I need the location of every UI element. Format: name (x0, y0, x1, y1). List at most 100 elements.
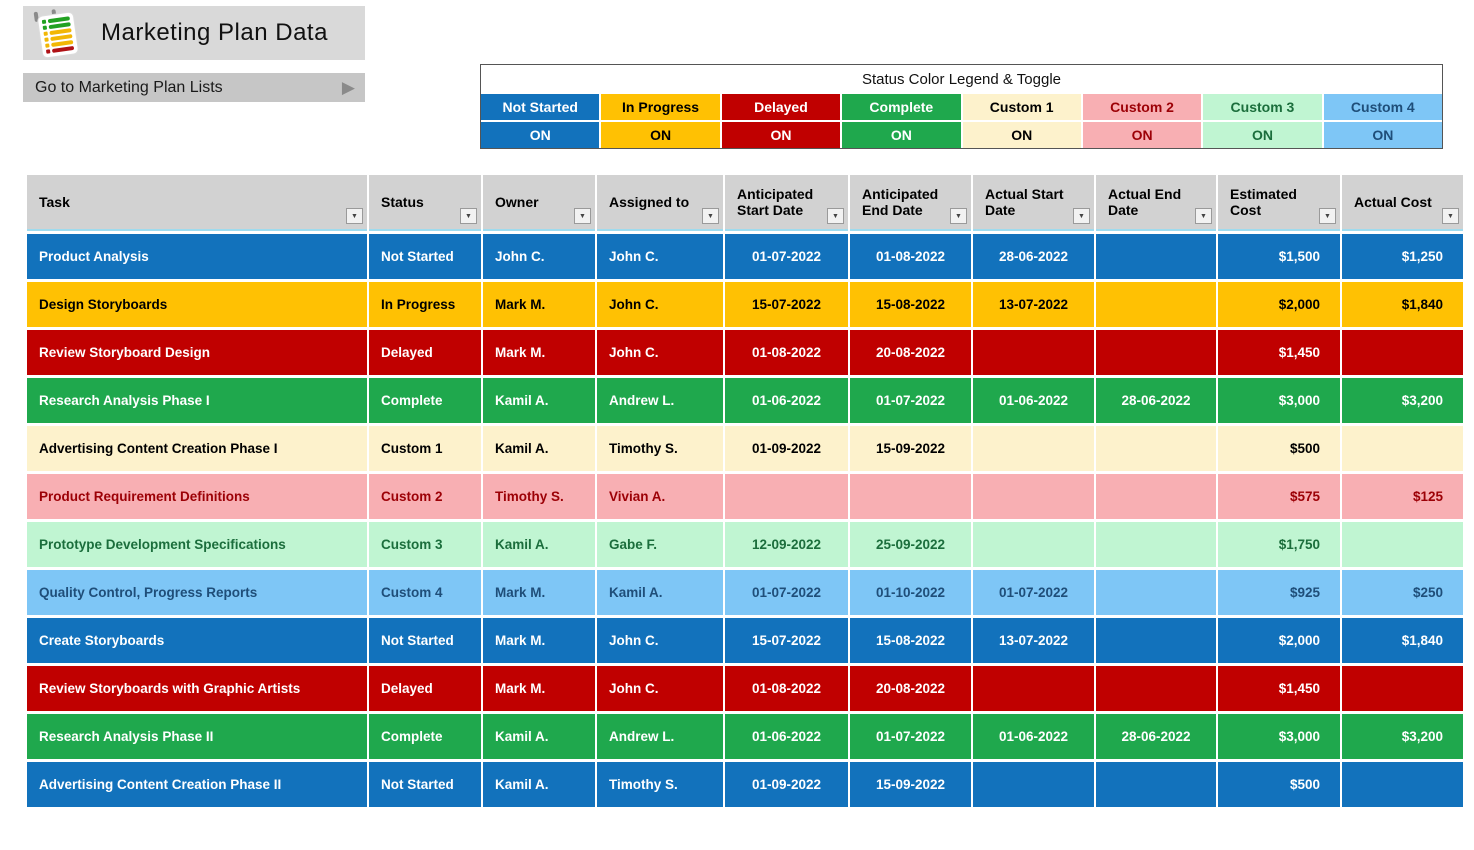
cell-anticipated_end[interactable]: 01-08-2022 (850, 234, 971, 279)
cell-assigned_to[interactable]: John C. (597, 234, 723, 279)
legend-status-not_started[interactable]: Not Started (481, 94, 600, 120)
cell-owner[interactable]: Timothy S. (483, 474, 595, 519)
cell-task[interactable]: Advertising Content Creation Phase II (27, 762, 367, 807)
cell-anticipated_start[interactable]: 12-09-2022 (725, 522, 848, 567)
filter-dropdown-button-status[interactable]: ▼ (460, 208, 477, 224)
cell-actual_start[interactable]: 13-07-2022 (973, 282, 1094, 327)
legend-toggle-custom4[interactable]: ON (1323, 122, 1442, 148)
cell-anticipated_start[interactable]: 01-07-2022 (725, 234, 848, 279)
cell-status[interactable]: Custom 3 (369, 522, 481, 567)
cell-anticipated_end[interactable]: 15-09-2022 (850, 426, 971, 471)
cell-status[interactable]: Custom 4 (369, 570, 481, 615)
filter-dropdown-button-actual_start[interactable]: ▼ (1073, 208, 1090, 224)
legend-status-custom1[interactable]: Custom 1 (962, 94, 1081, 120)
cell-anticipated_start[interactable]: 01-08-2022 (725, 666, 848, 711)
cell-estimated_cost[interactable]: $3,000 (1218, 714, 1340, 759)
cell-anticipated_end[interactable]: 20-08-2022 (850, 330, 971, 375)
cell-assigned_to[interactable]: Gabe F. (597, 522, 723, 567)
cell-actual_end[interactable] (1096, 762, 1216, 807)
cell-estimated_cost[interactable]: $500 (1218, 762, 1340, 807)
cell-task[interactable]: Product Requirement Definitions (27, 474, 367, 519)
legend-toggle-delayed[interactable]: ON (721, 122, 841, 148)
cell-assigned_to[interactable]: Kamil A. (597, 570, 723, 615)
filter-dropdown-button-owner[interactable]: ▼ (574, 208, 591, 224)
cell-task[interactable]: Prototype Development Specifications (27, 522, 367, 567)
cell-anticipated_start[interactable]: 01-06-2022 (725, 378, 848, 423)
cell-anticipated_end[interactable]: 01-10-2022 (850, 570, 971, 615)
cell-assigned_to[interactable]: John C. (597, 666, 723, 711)
cell-task[interactable]: Quality Control, Progress Reports (27, 570, 367, 615)
cell-actual_end[interactable] (1096, 282, 1216, 327)
cell-actual_cost[interactable]: $250 (1342, 570, 1463, 615)
cell-estimated_cost[interactable]: $575 (1218, 474, 1340, 519)
cell-estimated_cost[interactable]: $1,500 (1218, 234, 1340, 279)
cell-actual_end[interactable]: 28-06-2022 (1096, 714, 1216, 759)
legend-toggle-custom1[interactable]: ON (962, 122, 1081, 148)
filter-dropdown-button-actual_end[interactable]: ▼ (1195, 208, 1212, 224)
cell-actual_start[interactable] (973, 666, 1094, 711)
cell-anticipated_start[interactable]: 15-07-2022 (725, 282, 848, 327)
cell-actual_cost[interactable]: $1,250 (1342, 234, 1463, 279)
cell-owner[interactable]: Kamil A. (483, 378, 595, 423)
cell-anticipated_end[interactable]: 15-08-2022 (850, 282, 971, 327)
cell-owner[interactable]: Mark M. (483, 570, 595, 615)
cell-actual_cost[interactable] (1342, 666, 1463, 711)
cell-actual_end[interactable] (1096, 426, 1216, 471)
cell-task[interactable]: Review Storyboard Design (27, 330, 367, 375)
cell-actual_end[interactable] (1096, 570, 1216, 615)
cell-anticipated_end[interactable] (850, 474, 971, 519)
filter-dropdown-button-task[interactable]: ▼ (346, 208, 363, 224)
cell-status[interactable]: Delayed (369, 330, 481, 375)
cell-actual_end[interactable] (1096, 474, 1216, 519)
cell-actual_cost[interactable]: $3,200 (1342, 378, 1463, 423)
legend-status-complete[interactable]: Complete (842, 94, 961, 120)
cell-status[interactable]: Complete (369, 378, 481, 423)
cell-anticipated_start[interactable]: 01-08-2022 (725, 330, 848, 375)
cell-task[interactable]: Review Storyboards with Graphic Artists (27, 666, 367, 711)
cell-assigned_to[interactable]: Timothy S. (597, 762, 723, 807)
cell-anticipated_end[interactable]: 20-08-2022 (850, 666, 971, 711)
legend-toggle-not_started[interactable]: ON (481, 122, 600, 148)
cell-actual_start[interactable]: 01-07-2022 (973, 570, 1094, 615)
cell-task[interactable]: Create Storyboards (27, 618, 367, 663)
cell-estimated_cost[interactable]: $925 (1218, 570, 1340, 615)
cell-actual_start[interactable] (973, 474, 1094, 519)
cell-anticipated_start[interactable] (725, 474, 848, 519)
cell-actual_end[interactable] (1096, 234, 1216, 279)
cell-anticipated_end[interactable]: 15-08-2022 (850, 618, 971, 663)
cell-task[interactable]: Design Storyboards (27, 282, 367, 327)
cell-owner[interactable]: Mark M. (483, 666, 595, 711)
legend-status-custom2[interactable]: Custom 2 (1082, 94, 1202, 120)
filter-dropdown-button-actual_cost[interactable]: ▼ (1442, 208, 1459, 224)
cell-actual_start[interactable]: 01-06-2022 (973, 714, 1094, 759)
legend-toggle-custom3[interactable]: ON (1203, 122, 1322, 148)
cell-anticipated_start[interactable]: 01-07-2022 (725, 570, 848, 615)
cell-actual_end[interactable] (1096, 522, 1216, 567)
cell-status[interactable]: Not Started (369, 762, 481, 807)
cell-assigned_to[interactable]: John C. (597, 618, 723, 663)
cell-status[interactable]: Not Started (369, 618, 481, 663)
cell-actual_cost[interactable] (1342, 522, 1463, 567)
cell-actual_start[interactable]: 01-06-2022 (973, 378, 1094, 423)
cell-actual_cost[interactable] (1342, 762, 1463, 807)
cell-estimated_cost[interactable]: $500 (1218, 426, 1340, 471)
cell-actual_start[interactable] (973, 522, 1094, 567)
cell-assigned_to[interactable]: Vivian A. (597, 474, 723, 519)
cell-actual_start[interactable] (973, 330, 1094, 375)
cell-actual_end[interactable] (1096, 618, 1216, 663)
cell-owner[interactable]: Mark M. (483, 282, 595, 327)
cell-task[interactable]: Research Analysis Phase I (27, 378, 367, 423)
cell-estimated_cost[interactable]: $2,000 (1218, 618, 1340, 663)
cell-assigned_to[interactable]: John C. (597, 330, 723, 375)
legend-status-custom3[interactable]: Custom 3 (1203, 94, 1322, 120)
cell-owner[interactable]: John C. (483, 234, 595, 279)
cell-owner[interactable]: Kamil A. (483, 762, 595, 807)
cell-actual_start[interactable]: 28-06-2022 (973, 234, 1094, 279)
cell-assigned_to[interactable]: Timothy S. (597, 426, 723, 471)
cell-task[interactable]: Research Analysis Phase II (27, 714, 367, 759)
cell-status[interactable]: Delayed (369, 666, 481, 711)
cell-actual_end[interactable] (1096, 330, 1216, 375)
filter-dropdown-button-assigned_to[interactable]: ▼ (702, 208, 719, 224)
cell-estimated_cost[interactable]: $1,450 (1218, 330, 1340, 375)
cell-task[interactable]: Advertising Content Creation Phase I (27, 426, 367, 471)
